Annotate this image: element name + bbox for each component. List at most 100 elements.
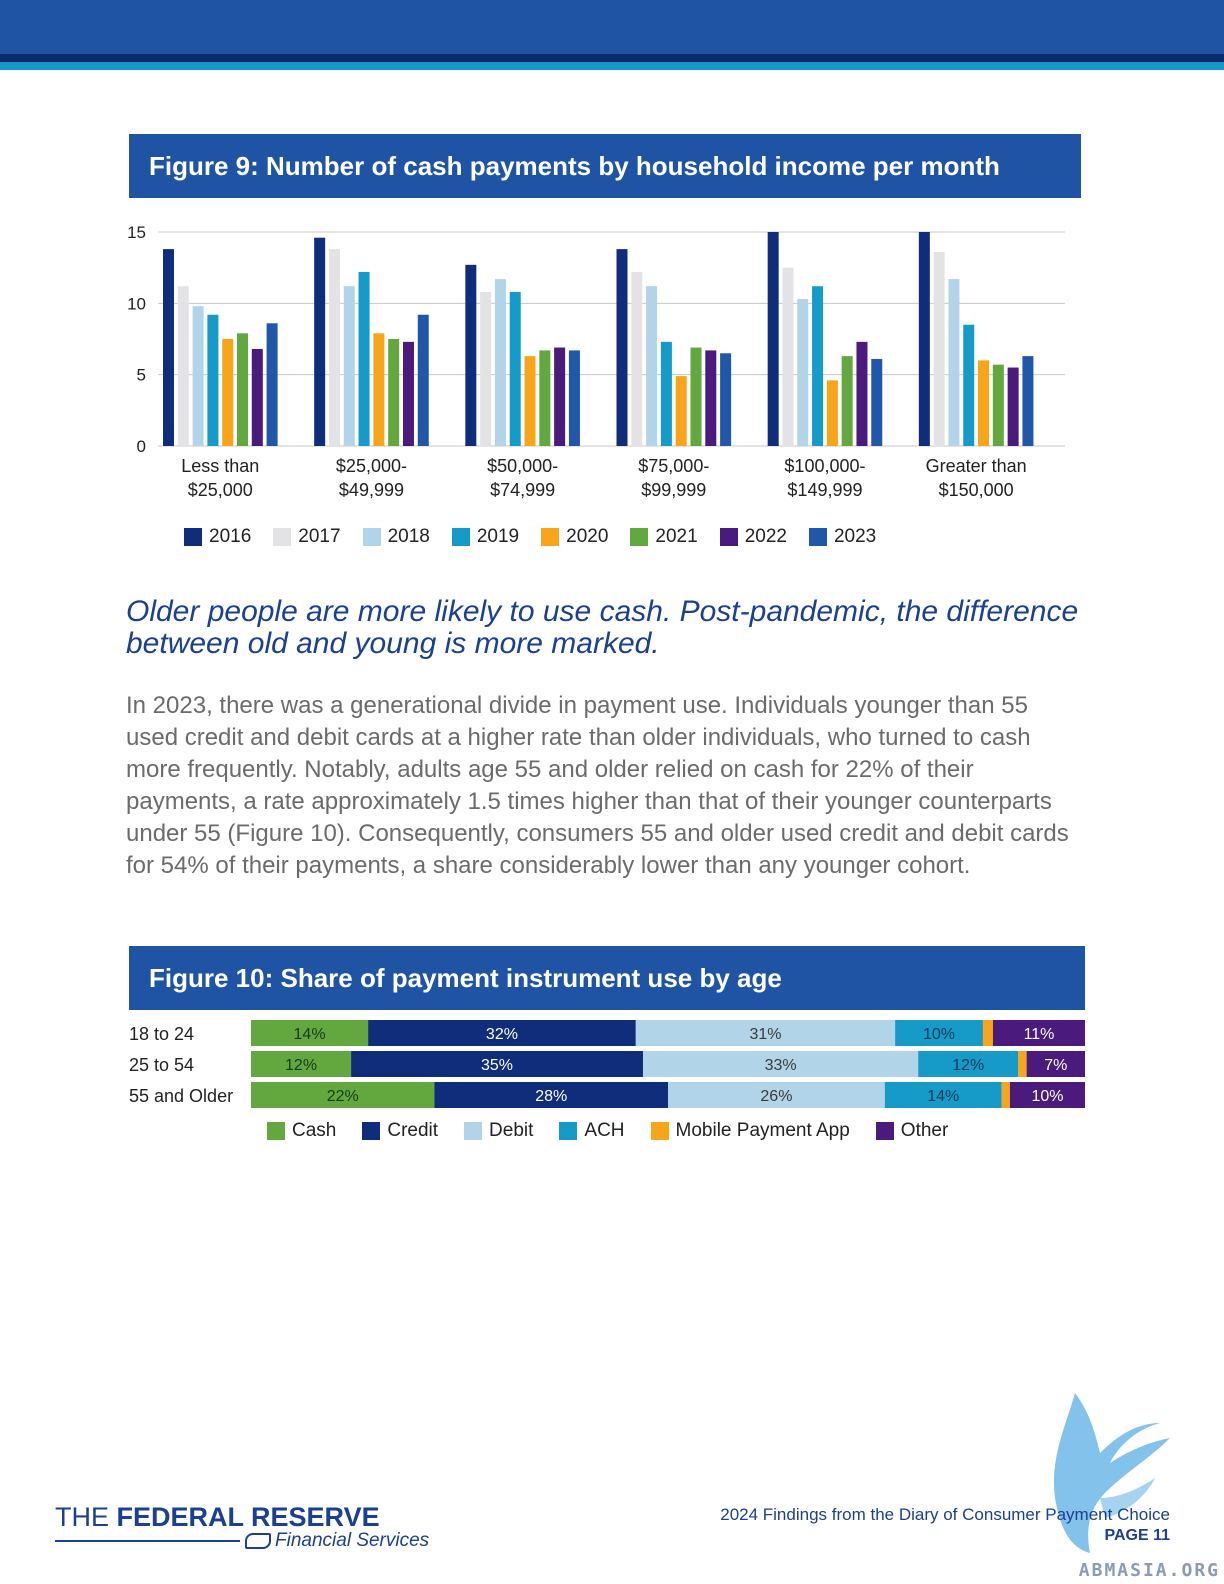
figure10-segment xyxy=(251,1082,435,1108)
figure10-legend-item: Other xyxy=(875,1120,949,1142)
page-number: PAGE 11 xyxy=(1104,1527,1170,1544)
figure9-legend-label: 2016 xyxy=(209,526,252,547)
figure9-legend-label: 2019 xyxy=(476,526,520,547)
figure9-chart: 0 5 10 15 Less than $25,000 $25,000- $49,999 $50… xyxy=(127,223,1065,500)
figure9-bar xyxy=(402,341,414,446)
figure9-legend-item: 2018 xyxy=(362,526,430,548)
figure9-ytick-label: 5 xyxy=(137,366,146,385)
figure9-bar xyxy=(373,333,385,446)
watermark-text: ABMASIA.ORG xyxy=(1078,1560,1220,1581)
brand-rule xyxy=(55,1540,240,1542)
figure10-segment-label: 28% xyxy=(535,1088,567,1105)
figure9-bar xyxy=(568,350,580,446)
figure9-bar xyxy=(237,333,248,446)
figure9-legend-label: 2020 xyxy=(566,526,609,547)
figure10-segment xyxy=(1009,1082,1085,1108)
figure9-legend-item: 2017 xyxy=(273,526,341,548)
figure10-legend-swatch xyxy=(464,1122,483,1140)
figure9-category-label: $100,000- xyxy=(784,456,865,476)
figure9-bar xyxy=(328,249,340,446)
figure10-segment-label: 14% xyxy=(294,1026,326,1043)
figure10-legend-label: Debit xyxy=(489,1120,534,1141)
figure9-bar xyxy=(222,339,234,446)
figure10-legend-label: Mobile Payment App xyxy=(675,1120,850,1141)
figure9-category-label: $49,999 xyxy=(339,480,404,500)
figure9-bar xyxy=(963,324,975,446)
figure9-legend-swatch xyxy=(541,528,560,546)
figure10-segment xyxy=(1026,1051,1085,1077)
figure10-segment xyxy=(251,1051,352,1077)
figure10-segment-label: 33% xyxy=(765,1057,797,1074)
figure10-segment xyxy=(1001,1082,1010,1108)
figure9-title: Figure 9: Number of cash payments by hou… xyxy=(129,134,1081,198)
figure9-legend-swatch xyxy=(184,528,202,546)
figure10-legend-label: Cash xyxy=(292,1120,337,1141)
figure9-bar xyxy=(417,314,429,446)
figure10-segment-label: 12% xyxy=(285,1057,317,1074)
figure9-category-label: Greater than xyxy=(926,456,1027,476)
report-title: 2024 Findings from the Diary of Consumer… xyxy=(720,1505,1170,1524)
figure10-legend: Cash Credit Debit ACH Mobile Payment App Othe… xyxy=(267,1120,974,1142)
figure9-legend-item: 2022 xyxy=(719,526,787,548)
figure9-bar xyxy=(494,279,506,446)
figure9-legend-swatch xyxy=(808,528,827,546)
figure10-segment-label: 10% xyxy=(1031,1088,1063,1105)
figure9-bar xyxy=(918,232,930,446)
figure10-chart: 18 to 24 14% 32% 31% 10% 11% 25 to 54 12% 35% 33%… xyxy=(129,1020,1085,1108)
figure9-legend-swatch xyxy=(273,528,292,546)
figure9-category-label: Less than xyxy=(181,456,259,476)
figure9-legend-item: 2023 xyxy=(808,526,876,548)
figure10-segment-label: 7% xyxy=(1044,1057,1067,1074)
figure9-category-label: $25,000- xyxy=(336,456,407,476)
figure9-bar xyxy=(871,358,883,446)
figure9-bar xyxy=(720,353,732,446)
figure9-bar xyxy=(616,249,628,446)
figure10-legend-label: ACH xyxy=(584,1120,625,1141)
figure9-bar xyxy=(675,376,687,446)
figure10-legend-swatch xyxy=(875,1122,894,1140)
figure9-category-label: $25,000 xyxy=(188,480,253,500)
figure9-ytick-label: 15 xyxy=(127,223,146,242)
figure9-bar xyxy=(554,347,566,446)
brand-the: THE xyxy=(55,1502,109,1532)
figure9-bar xyxy=(192,306,204,446)
figure10-segment xyxy=(351,1051,643,1077)
figure10-segment xyxy=(251,1020,369,1046)
section-body-text: In 2023, there was a generational divide… xyxy=(126,692,1069,879)
figure10-legend-item: Cash xyxy=(267,1120,336,1142)
figure9-bar xyxy=(358,271,370,446)
figure10-segment xyxy=(992,1020,1085,1046)
figure10-legend-item: Debit xyxy=(464,1120,533,1142)
figure9-bar xyxy=(163,249,174,446)
figure9-legend-label: 2021 xyxy=(655,526,698,547)
figure9-bar xyxy=(480,291,492,446)
figure9-bar xyxy=(509,291,521,446)
figure10-legend-swatch xyxy=(650,1122,669,1140)
figure10-segment-label: 12% xyxy=(952,1057,984,1074)
figure9-bar xyxy=(660,341,672,446)
figure10-segment-label: 35% xyxy=(481,1057,513,1074)
figure9-legend-swatch xyxy=(362,528,381,546)
figure9-legend-label: 2018 xyxy=(387,526,430,547)
figure9-category-label: $99,999 xyxy=(641,480,706,500)
figure9-bar xyxy=(797,299,809,446)
federal-reserve-logo: THE FEDERAL RESERVE Financial Services xyxy=(55,1502,429,1551)
figure9-category-label: $50,000- xyxy=(487,456,558,476)
figure9-bar xyxy=(207,314,219,446)
figure9-bar xyxy=(948,279,960,446)
figure9-bar xyxy=(343,286,355,446)
figure10-legend-label: Other xyxy=(900,1120,949,1141)
figure10-legend-swatch xyxy=(267,1122,285,1140)
figure9-legend-swatch xyxy=(719,528,738,546)
figure9-bar xyxy=(314,237,326,446)
financial-services-logo-icon xyxy=(245,1532,271,1549)
figure10-legend-label: Credit xyxy=(387,1120,439,1141)
figure9-legend-label: 2017 xyxy=(298,526,341,547)
figure9-legend-swatch xyxy=(451,528,470,546)
figure9-bar xyxy=(705,350,717,446)
figure10-segment-label: 11% xyxy=(1024,1026,1055,1043)
figure10-segment xyxy=(884,1082,1002,1108)
figure10-row-label: 55 and Older xyxy=(129,1086,233,1106)
figure9-bar xyxy=(1022,356,1034,446)
figure9-legend-swatch xyxy=(630,528,649,546)
